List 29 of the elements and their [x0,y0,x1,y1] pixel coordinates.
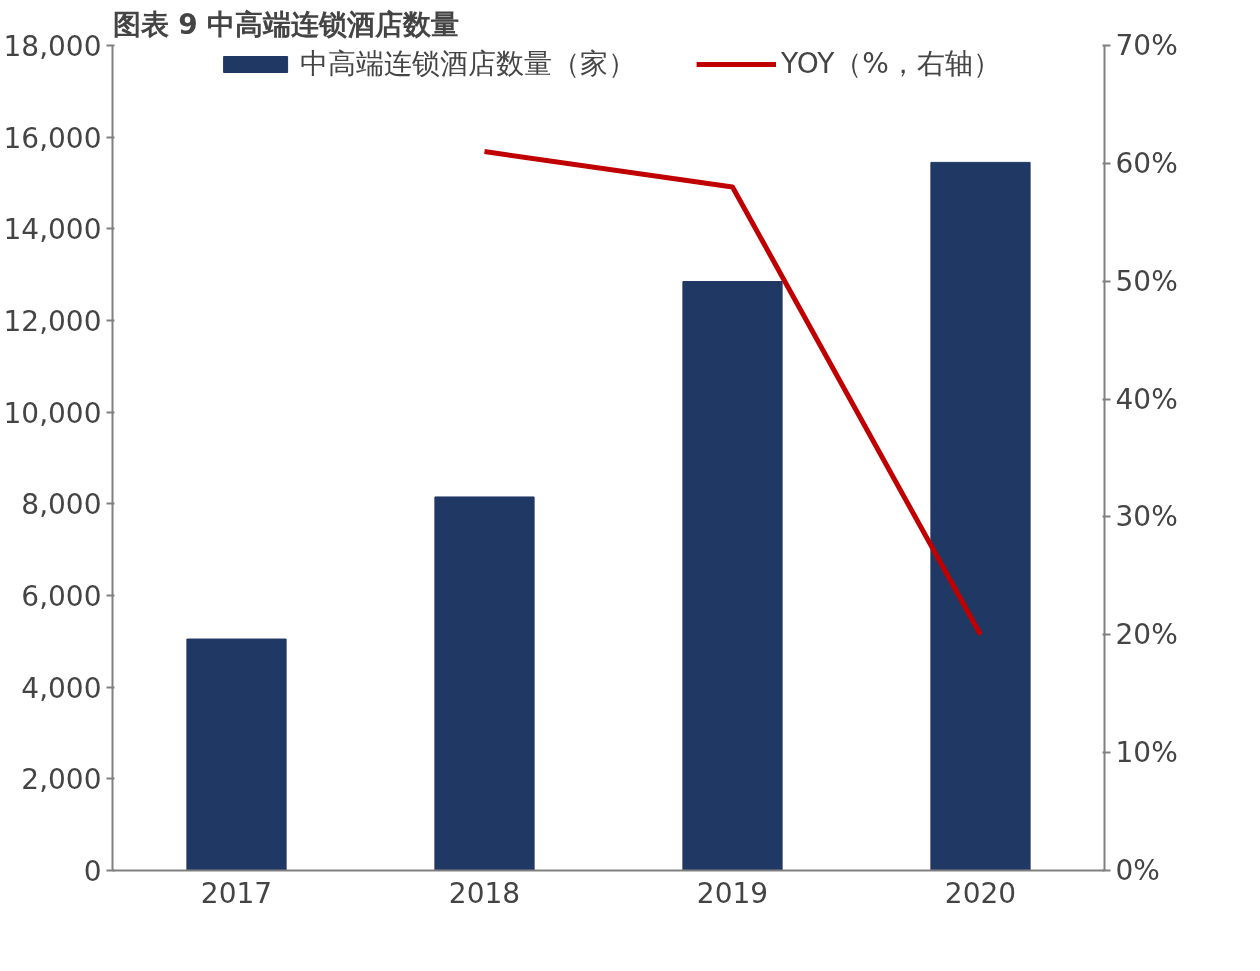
y2-tick-label: 40% [1115,382,1178,416]
y-tick-label: 8,000 [21,488,102,522]
y-tick-label: 16,000 [3,121,102,155]
y-tick-label: 4,000 [21,671,102,705]
bar [682,281,783,871]
y2-tick-label: 10% [1115,736,1178,770]
y2-tick-label: 70% [1115,29,1178,62]
y-tick-label: 14,000 [3,213,102,247]
y-tick-label: 6,000 [21,580,102,613]
y-tick-label: 18,000 [3,30,102,63]
x-tick-label: 2019 [696,876,769,910]
y-tick-label: 0 [83,855,102,888]
x-tick-label: 2018 [448,876,521,910]
y-tick-label: 12,000 [3,305,102,338]
x-tick-label: 2020 [944,876,1017,910]
y-tick-label: 10,000 [3,396,102,430]
legend-label: 中高端连锁酒店数量（家） [300,46,637,82]
x-tick-label: 2017 [200,876,273,910]
bar [186,638,287,871]
bar [434,496,535,871]
y2-tick-label: 30% [1115,500,1178,534]
legend-label: YOY（%，右轴） [781,46,1001,82]
y2-tick-label: 0% [1115,854,1160,887]
y2-tick-label: 20% [1115,618,1178,652]
y-tick-label: 2,000 [21,763,102,797]
bar [930,161,1031,871]
chart-title: 图表 9 中高端连锁酒店数量 [112,7,460,41]
y2-tick-label: 50% [1115,264,1178,298]
y2-tick-label: 60% [1115,146,1178,180]
